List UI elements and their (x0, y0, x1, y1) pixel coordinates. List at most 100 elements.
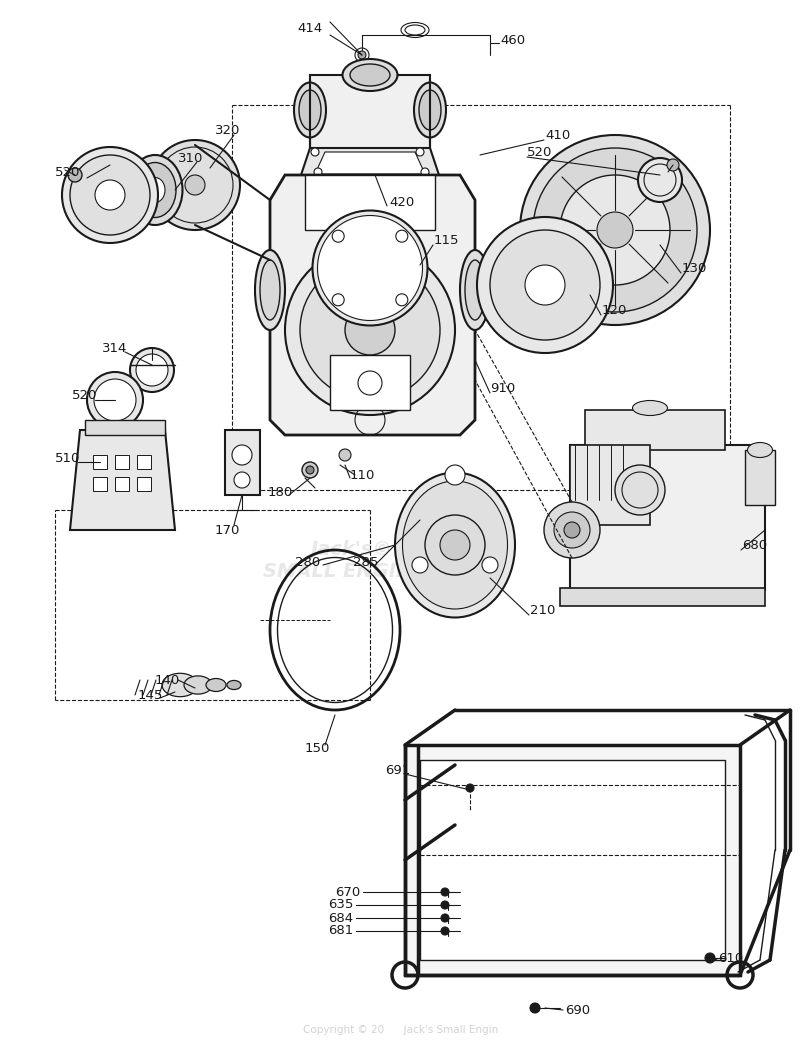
Ellipse shape (162, 673, 198, 696)
Circle shape (667, 159, 679, 171)
Circle shape (441, 927, 449, 935)
Circle shape (302, 462, 318, 478)
Text: 115: 115 (434, 234, 460, 247)
Text: 280: 280 (295, 556, 320, 569)
Text: 320: 320 (215, 123, 241, 136)
Text: 145: 145 (138, 689, 164, 702)
Ellipse shape (227, 680, 241, 690)
Ellipse shape (206, 678, 226, 692)
Bar (93, 477, 107, 491)
Text: 130: 130 (682, 261, 707, 274)
Circle shape (544, 502, 600, 558)
Circle shape (70, 155, 150, 235)
Circle shape (68, 168, 82, 182)
Bar (137, 477, 151, 491)
Text: 410: 410 (545, 129, 570, 141)
Bar (420, 760, 725, 960)
Circle shape (705, 954, 715, 963)
Circle shape (136, 354, 168, 386)
Ellipse shape (465, 260, 485, 320)
Circle shape (441, 901, 449, 909)
Circle shape (285, 244, 455, 415)
Text: 684: 684 (328, 911, 353, 925)
Circle shape (185, 175, 205, 195)
Text: 510: 510 (55, 452, 80, 465)
Circle shape (441, 914, 449, 922)
Ellipse shape (318, 216, 423, 321)
Text: 314: 314 (102, 341, 128, 354)
Circle shape (490, 230, 600, 340)
Circle shape (564, 522, 580, 538)
Circle shape (232, 445, 252, 465)
Circle shape (62, 147, 158, 243)
Ellipse shape (313, 210, 427, 325)
Ellipse shape (128, 155, 183, 225)
Ellipse shape (396, 293, 408, 306)
Bar (115, 477, 129, 491)
Ellipse shape (414, 83, 446, 137)
Bar (560, 588, 765, 606)
Circle shape (530, 1003, 540, 1013)
Ellipse shape (184, 676, 212, 694)
Circle shape (95, 180, 125, 210)
Text: 120: 120 (602, 304, 627, 317)
Ellipse shape (350, 64, 390, 86)
Text: 681: 681 (328, 925, 353, 938)
Ellipse shape (747, 442, 772, 457)
Text: 170: 170 (215, 523, 241, 537)
Text: 635: 635 (328, 898, 354, 911)
Circle shape (525, 265, 565, 305)
Text: Copyright © 20      Jack's Small Engin: Copyright © 20 Jack's Small Engin (303, 1025, 499, 1035)
Polygon shape (70, 431, 175, 530)
Circle shape (94, 379, 136, 421)
Text: 520: 520 (527, 146, 553, 158)
Circle shape (358, 51, 366, 60)
Ellipse shape (255, 250, 285, 330)
Text: 670: 670 (335, 885, 360, 898)
Circle shape (554, 512, 590, 549)
Circle shape (445, 465, 465, 485)
Ellipse shape (396, 231, 408, 242)
Text: 460: 460 (500, 34, 525, 47)
Ellipse shape (419, 90, 441, 130)
Bar (305, 175, 435, 230)
Text: 420: 420 (389, 196, 415, 208)
Ellipse shape (403, 480, 508, 609)
Circle shape (421, 168, 429, 176)
Ellipse shape (294, 83, 326, 137)
Circle shape (441, 888, 449, 896)
Circle shape (440, 530, 470, 560)
Text: 520: 520 (55, 166, 80, 179)
Circle shape (130, 348, 174, 392)
Text: 150: 150 (305, 742, 330, 755)
Text: 180: 180 (268, 486, 294, 499)
Ellipse shape (342, 60, 398, 91)
Polygon shape (270, 175, 475, 435)
Ellipse shape (633, 401, 667, 416)
Text: 285: 285 (353, 556, 379, 569)
Text: 680: 680 (742, 539, 768, 552)
Text: 414: 414 (297, 21, 322, 34)
Bar (570, 445, 765, 590)
Text: 690: 690 (565, 1003, 590, 1016)
Circle shape (425, 514, 485, 575)
Circle shape (520, 135, 710, 325)
Ellipse shape (145, 178, 165, 202)
Circle shape (87, 372, 143, 428)
Polygon shape (315, 152, 425, 174)
Ellipse shape (260, 260, 280, 320)
Ellipse shape (299, 90, 321, 130)
Circle shape (339, 449, 351, 461)
Text: 210: 210 (530, 604, 555, 617)
Circle shape (615, 465, 665, 514)
Bar (225, 431, 260, 495)
Ellipse shape (460, 250, 490, 330)
Text: Jack's©
SMALL ENGINES: Jack's© SMALL ENGINES (262, 540, 439, 580)
Circle shape (482, 557, 498, 573)
Circle shape (358, 371, 382, 395)
Polygon shape (300, 148, 440, 178)
Bar (405, 745, 740, 975)
Circle shape (466, 784, 474, 792)
Circle shape (300, 260, 440, 400)
Bar (93, 455, 107, 469)
